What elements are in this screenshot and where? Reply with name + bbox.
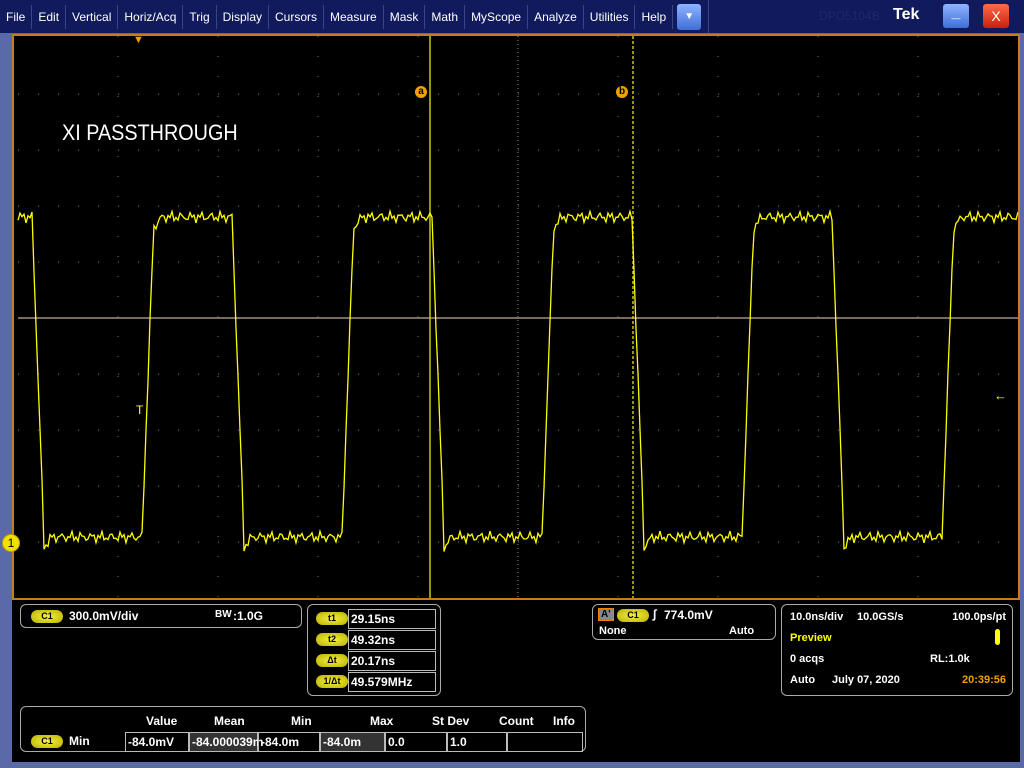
- sample-rate: 10.0GS/s: [857, 611, 904, 623]
- title-area: DPO5104B Tek _ X: [708, 0, 1024, 33]
- header-count: Count: [499, 714, 534, 728]
- menu-myscope[interactable]: MyScope: [465, 4, 529, 29]
- acquisition-readout[interactable]: 10.0ns/div 10.0GS/s 100.0ps/pt Preview 0…: [781, 604, 1013, 696]
- trigger-source-badge: C1: [617, 609, 649, 622]
- measurement-table[interactable]: Value Mean Min Max St Dev Count Info C1 …: [20, 706, 586, 752]
- menu-mask[interactable]: Mask: [384, 4, 426, 29]
- menu-file[interactable]: File: [0, 4, 33, 29]
- readout-panel: C1 300.0mV/div BW :1.0G t1 29.15ns t2 49…: [12, 600, 1020, 762]
- menu-analyze[interactable]: Analyze: [528, 4, 584, 29]
- close-button[interactable]: X: [983, 4, 1009, 28]
- acq-state: Preview: [790, 632, 832, 644]
- trigger-mode: Auto: [729, 625, 755, 637]
- menu-trig[interactable]: Trig: [183, 4, 217, 29]
- trigger-position-icon[interactable]: ▼: [133, 34, 144, 46]
- trigger-readout[interactable]: A' C1 ∫ 774.0mV None Auto: [592, 604, 776, 640]
- menu-horiz-acq[interactable]: Horiz/Acq: [118, 4, 184, 29]
- menu-dropdown-button[interactable]: ▼: [677, 3, 702, 30]
- cursor-b-marker[interactable]: b: [616, 86, 628, 98]
- t1-value: 29.15ns: [348, 609, 436, 629]
- menu-edit[interactable]: Edit: [32, 4, 67, 29]
- header-min: Min: [291, 714, 312, 728]
- cursor-a-marker[interactable]: a: [415, 86, 427, 98]
- resolution: 100.0ps/pt: [952, 611, 1006, 623]
- inverse-delta-t-badge: 1/Δt: [316, 675, 348, 688]
- t2-value: 49.32ns: [348, 630, 436, 650]
- inverse-delta-t-value: 49.579MHz: [348, 672, 436, 692]
- screen-label: XI PASSTHROUGH: [62, 120, 238, 145]
- channel-1-waveform: [17, 208, 1018, 552]
- menu-utilities[interactable]: Utilities: [584, 4, 636, 29]
- measure-max: -84.0m: [320, 732, 385, 752]
- channel-badge: C1: [31, 610, 63, 623]
- menu-display[interactable]: Display: [217, 4, 269, 29]
- acq-count: 0 acqs: [790, 653, 825, 665]
- cursor-readout[interactable]: t1 29.15ns t2 49.32ns Δt 20.17ns 1/Δt 49…: [307, 604, 441, 696]
- header-value: Value: [146, 714, 178, 728]
- delta-t-value: 20.17ns: [348, 651, 436, 671]
- header-stdev: St Dev: [432, 714, 470, 728]
- vertical-scale: 300.0mV/div: [69, 609, 139, 623]
- menu-math[interactable]: Math: [425, 4, 466, 29]
- trigger-tag: A': [598, 608, 614, 621]
- tek-logo: Tek: [893, 6, 920, 23]
- graticule: T: [17, 36, 1018, 598]
- date: July 07, 2020: [832, 674, 900, 686]
- menu-help[interactable]: Help: [635, 4, 674, 29]
- trigger-level-arrow-icon[interactable]: ←: [994, 388, 1007, 403]
- record-length: RL:1.0k: [930, 653, 970, 665]
- measure-value: -84.0mV: [125, 732, 189, 752]
- menu-cursors[interactable]: Cursors: [269, 4, 325, 29]
- waveform-display[interactable]: T XI PASSTHROUGH a b ▼ 1 ←: [2, 34, 1020, 600]
- header-max: Max: [370, 714, 394, 728]
- trigger-point-marker: T: [136, 403, 144, 417]
- channel-readout[interactable]: C1 300.0mV/div BW :1.0G: [20, 604, 302, 628]
- t2-badge: t2: [316, 633, 348, 646]
- menu-vertical[interactable]: Vertical: [66, 4, 119, 29]
- model-name: DPO5104B: [819, 9, 880, 23]
- channel-1-ground-marker[interactable]: 1: [2, 534, 20, 552]
- thermometer-icon: [995, 629, 1000, 645]
- measure-info: [507, 732, 583, 752]
- acq-mode: Auto: [790, 674, 816, 686]
- menu-bar: File Edit Vertical Horiz/Acq Trig Displa…: [0, 0, 1024, 33]
- measure-type: Min: [69, 734, 90, 748]
- timebase: 10.0ns/div: [790, 611, 844, 623]
- trigger-level: 774.0mV: [664, 608, 713, 622]
- bandwidth-value: :1.0G: [233, 609, 264, 623]
- minimize-button[interactable]: _: [943, 4, 969, 28]
- measure-count: 1.0: [447, 732, 507, 752]
- trigger-coupling: None: [599, 625, 627, 637]
- time: 20:39:56: [961, 674, 1006, 686]
- measure-source-badge: C1: [31, 735, 63, 748]
- header-mean: Mean: [214, 714, 245, 728]
- rising-edge-icon: ∫: [653, 607, 657, 621]
- measure-min: -84.0m: [258, 732, 320, 752]
- measure-stdev: 0.0: [385, 732, 447, 752]
- measure-mean: -84.000039m: [189, 732, 263, 752]
- delta-t-badge: Δt: [316, 654, 348, 667]
- t1-badge: t1: [316, 612, 348, 625]
- header-info: Info: [553, 714, 575, 728]
- menu-measure[interactable]: Measure: [324, 4, 384, 29]
- bandwidth-label: BW: [215, 609, 232, 620]
